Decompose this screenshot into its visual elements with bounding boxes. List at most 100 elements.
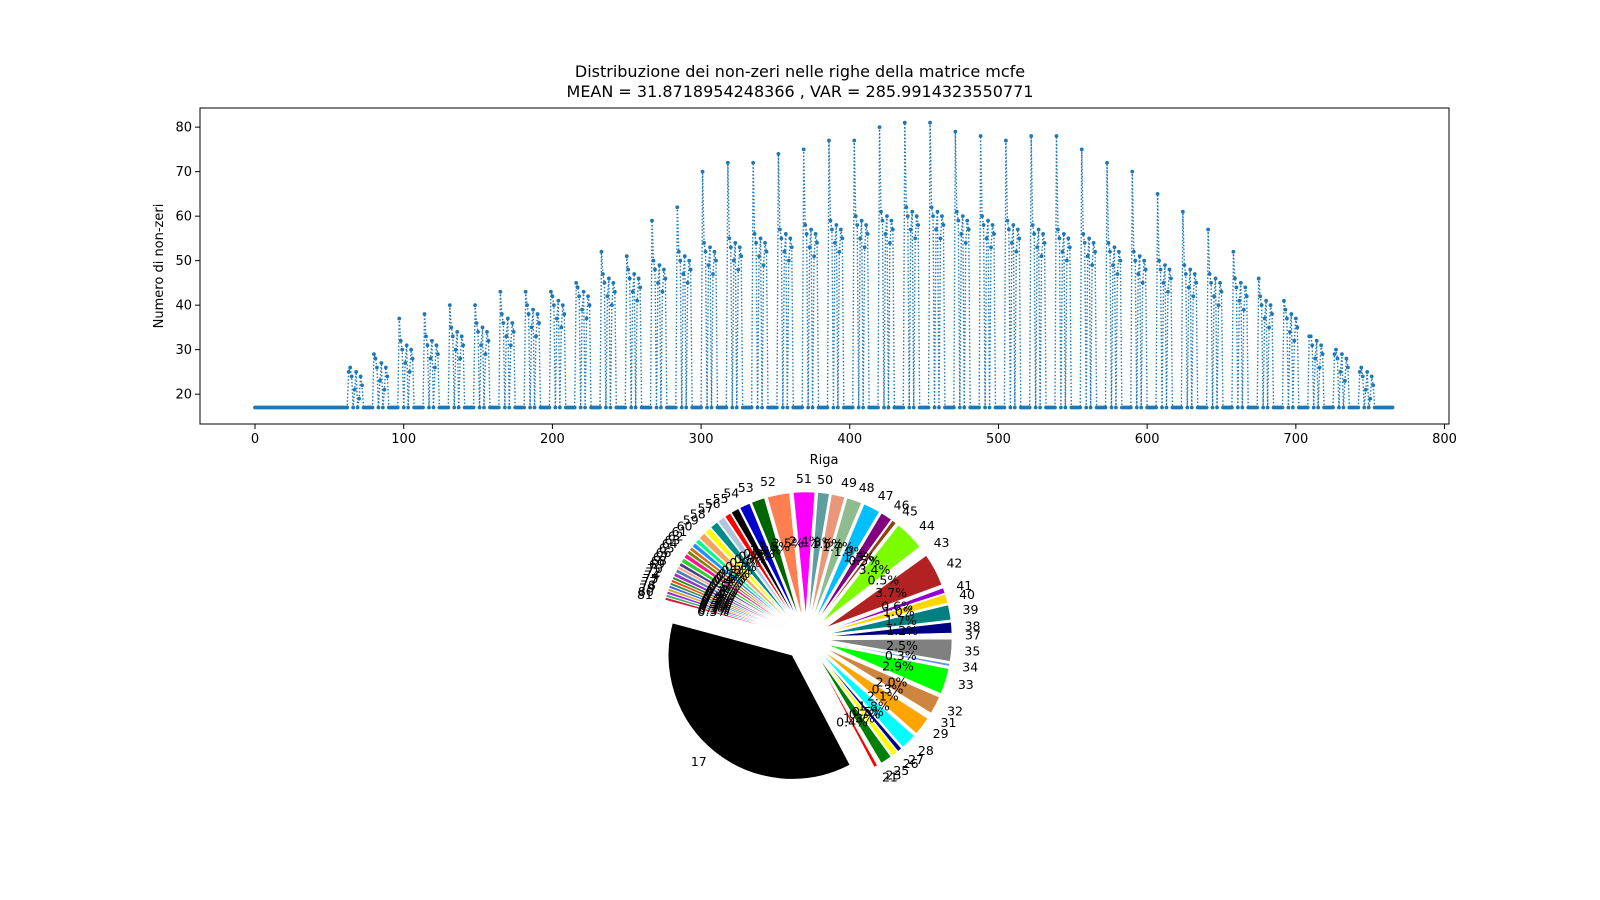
data-point xyxy=(858,236,863,241)
pie-label: 50 xyxy=(817,472,833,487)
data-point xyxy=(1015,227,1020,232)
data-point xyxy=(749,405,754,410)
data-point xyxy=(960,214,965,219)
data-point xyxy=(966,227,971,232)
data-point xyxy=(926,405,931,410)
data-point xyxy=(1369,374,1374,379)
pie-percent-label: 1.3% xyxy=(802,534,834,549)
data-point xyxy=(825,405,830,410)
data-point xyxy=(1140,281,1145,285)
data-point xyxy=(956,218,961,223)
data-point xyxy=(888,240,892,245)
data-point xyxy=(1182,263,1187,268)
data-point xyxy=(382,387,387,392)
pie-wedge xyxy=(810,493,846,617)
data-point xyxy=(986,218,990,223)
data-point xyxy=(1011,223,1016,227)
data-point xyxy=(752,232,757,236)
data-point xyxy=(574,281,579,285)
y-tick-label: 70 xyxy=(175,165,192,180)
data-point xyxy=(1192,272,1197,276)
data-point xyxy=(1087,236,1092,241)
data-point xyxy=(1343,378,1347,383)
pie-wedge xyxy=(816,656,881,766)
data-point xyxy=(375,365,379,370)
data-point xyxy=(1363,387,1368,392)
pie-label: 78 xyxy=(640,577,656,592)
data-point xyxy=(556,298,561,303)
data-point xyxy=(510,321,515,325)
data-point xyxy=(812,254,816,259)
x-tick-label: 0 xyxy=(251,432,259,447)
data-point xyxy=(1340,352,1344,357)
data-point xyxy=(1283,307,1288,312)
pie-label: 79 xyxy=(639,581,655,596)
data-point xyxy=(1335,356,1340,361)
pie-label: 23 xyxy=(886,768,902,783)
data-point xyxy=(1002,405,1007,410)
data-point xyxy=(809,227,814,232)
pie-label: 43 xyxy=(934,535,950,550)
data-point xyxy=(835,405,840,410)
pie-wedge xyxy=(704,527,792,622)
x-tick-label: 500 xyxy=(986,432,1011,447)
pie-label: 64 xyxy=(662,536,678,551)
data-point xyxy=(498,289,503,294)
data-point xyxy=(801,147,806,152)
pie-label: 44 xyxy=(919,518,935,533)
data-point xyxy=(776,151,781,156)
pie-percent-label: 0.7% xyxy=(725,559,757,574)
data-point xyxy=(504,334,509,339)
data-point xyxy=(598,405,602,410)
data-point xyxy=(981,223,986,227)
data-point xyxy=(1270,312,1274,316)
pie-wedge xyxy=(825,555,943,628)
pie-percent-label: 2.9% xyxy=(882,659,914,674)
data-point xyxy=(401,405,406,410)
data-point xyxy=(1006,227,1011,232)
y-tick-label: 50 xyxy=(175,254,192,269)
data-point xyxy=(1079,147,1084,152)
data-point xyxy=(1131,249,1136,254)
data-point xyxy=(1053,405,1057,410)
data-point xyxy=(452,405,457,410)
x-tick-label: 800 xyxy=(1432,432,1457,447)
pie-label: 47 xyxy=(878,488,894,503)
pie-label: 63 xyxy=(664,533,680,548)
data-point xyxy=(1194,281,1199,285)
pie-percent-label: 0.7% xyxy=(849,707,881,722)
data-point xyxy=(1084,405,1089,410)
data-point xyxy=(834,223,839,227)
data-point xyxy=(877,125,882,130)
data-point xyxy=(962,405,967,410)
data-point xyxy=(1057,236,1062,241)
data-point xyxy=(700,169,705,174)
data-point xyxy=(633,405,638,410)
data-point xyxy=(508,343,513,348)
pie-label: 40 xyxy=(959,587,975,602)
data-point xyxy=(987,405,992,410)
pie-percent-label: 0.5% xyxy=(852,704,884,719)
data-point xyxy=(583,405,588,410)
pie-wedge xyxy=(668,622,851,780)
data-point xyxy=(865,232,870,236)
data-point xyxy=(1362,405,1367,410)
data-point xyxy=(864,223,869,227)
pie-wedge xyxy=(823,548,925,626)
data-point xyxy=(612,289,617,294)
data-point xyxy=(840,236,845,241)
data-point xyxy=(581,289,586,294)
data-point xyxy=(703,249,708,254)
data-point xyxy=(358,374,363,379)
data-point xyxy=(951,405,956,410)
data-point xyxy=(1209,281,1213,285)
data-point xyxy=(983,405,987,410)
data-point xyxy=(931,214,935,219)
data-point xyxy=(602,281,607,285)
pie-percent-label: 0.4% xyxy=(712,573,744,588)
data-point xyxy=(932,405,937,410)
chart-title: Distribuzione dei non-zeri nelle righe d… xyxy=(574,62,1026,81)
data-point xyxy=(1114,405,1118,410)
data-point xyxy=(733,240,738,245)
pie-percent-label: 1.3% xyxy=(843,550,875,565)
